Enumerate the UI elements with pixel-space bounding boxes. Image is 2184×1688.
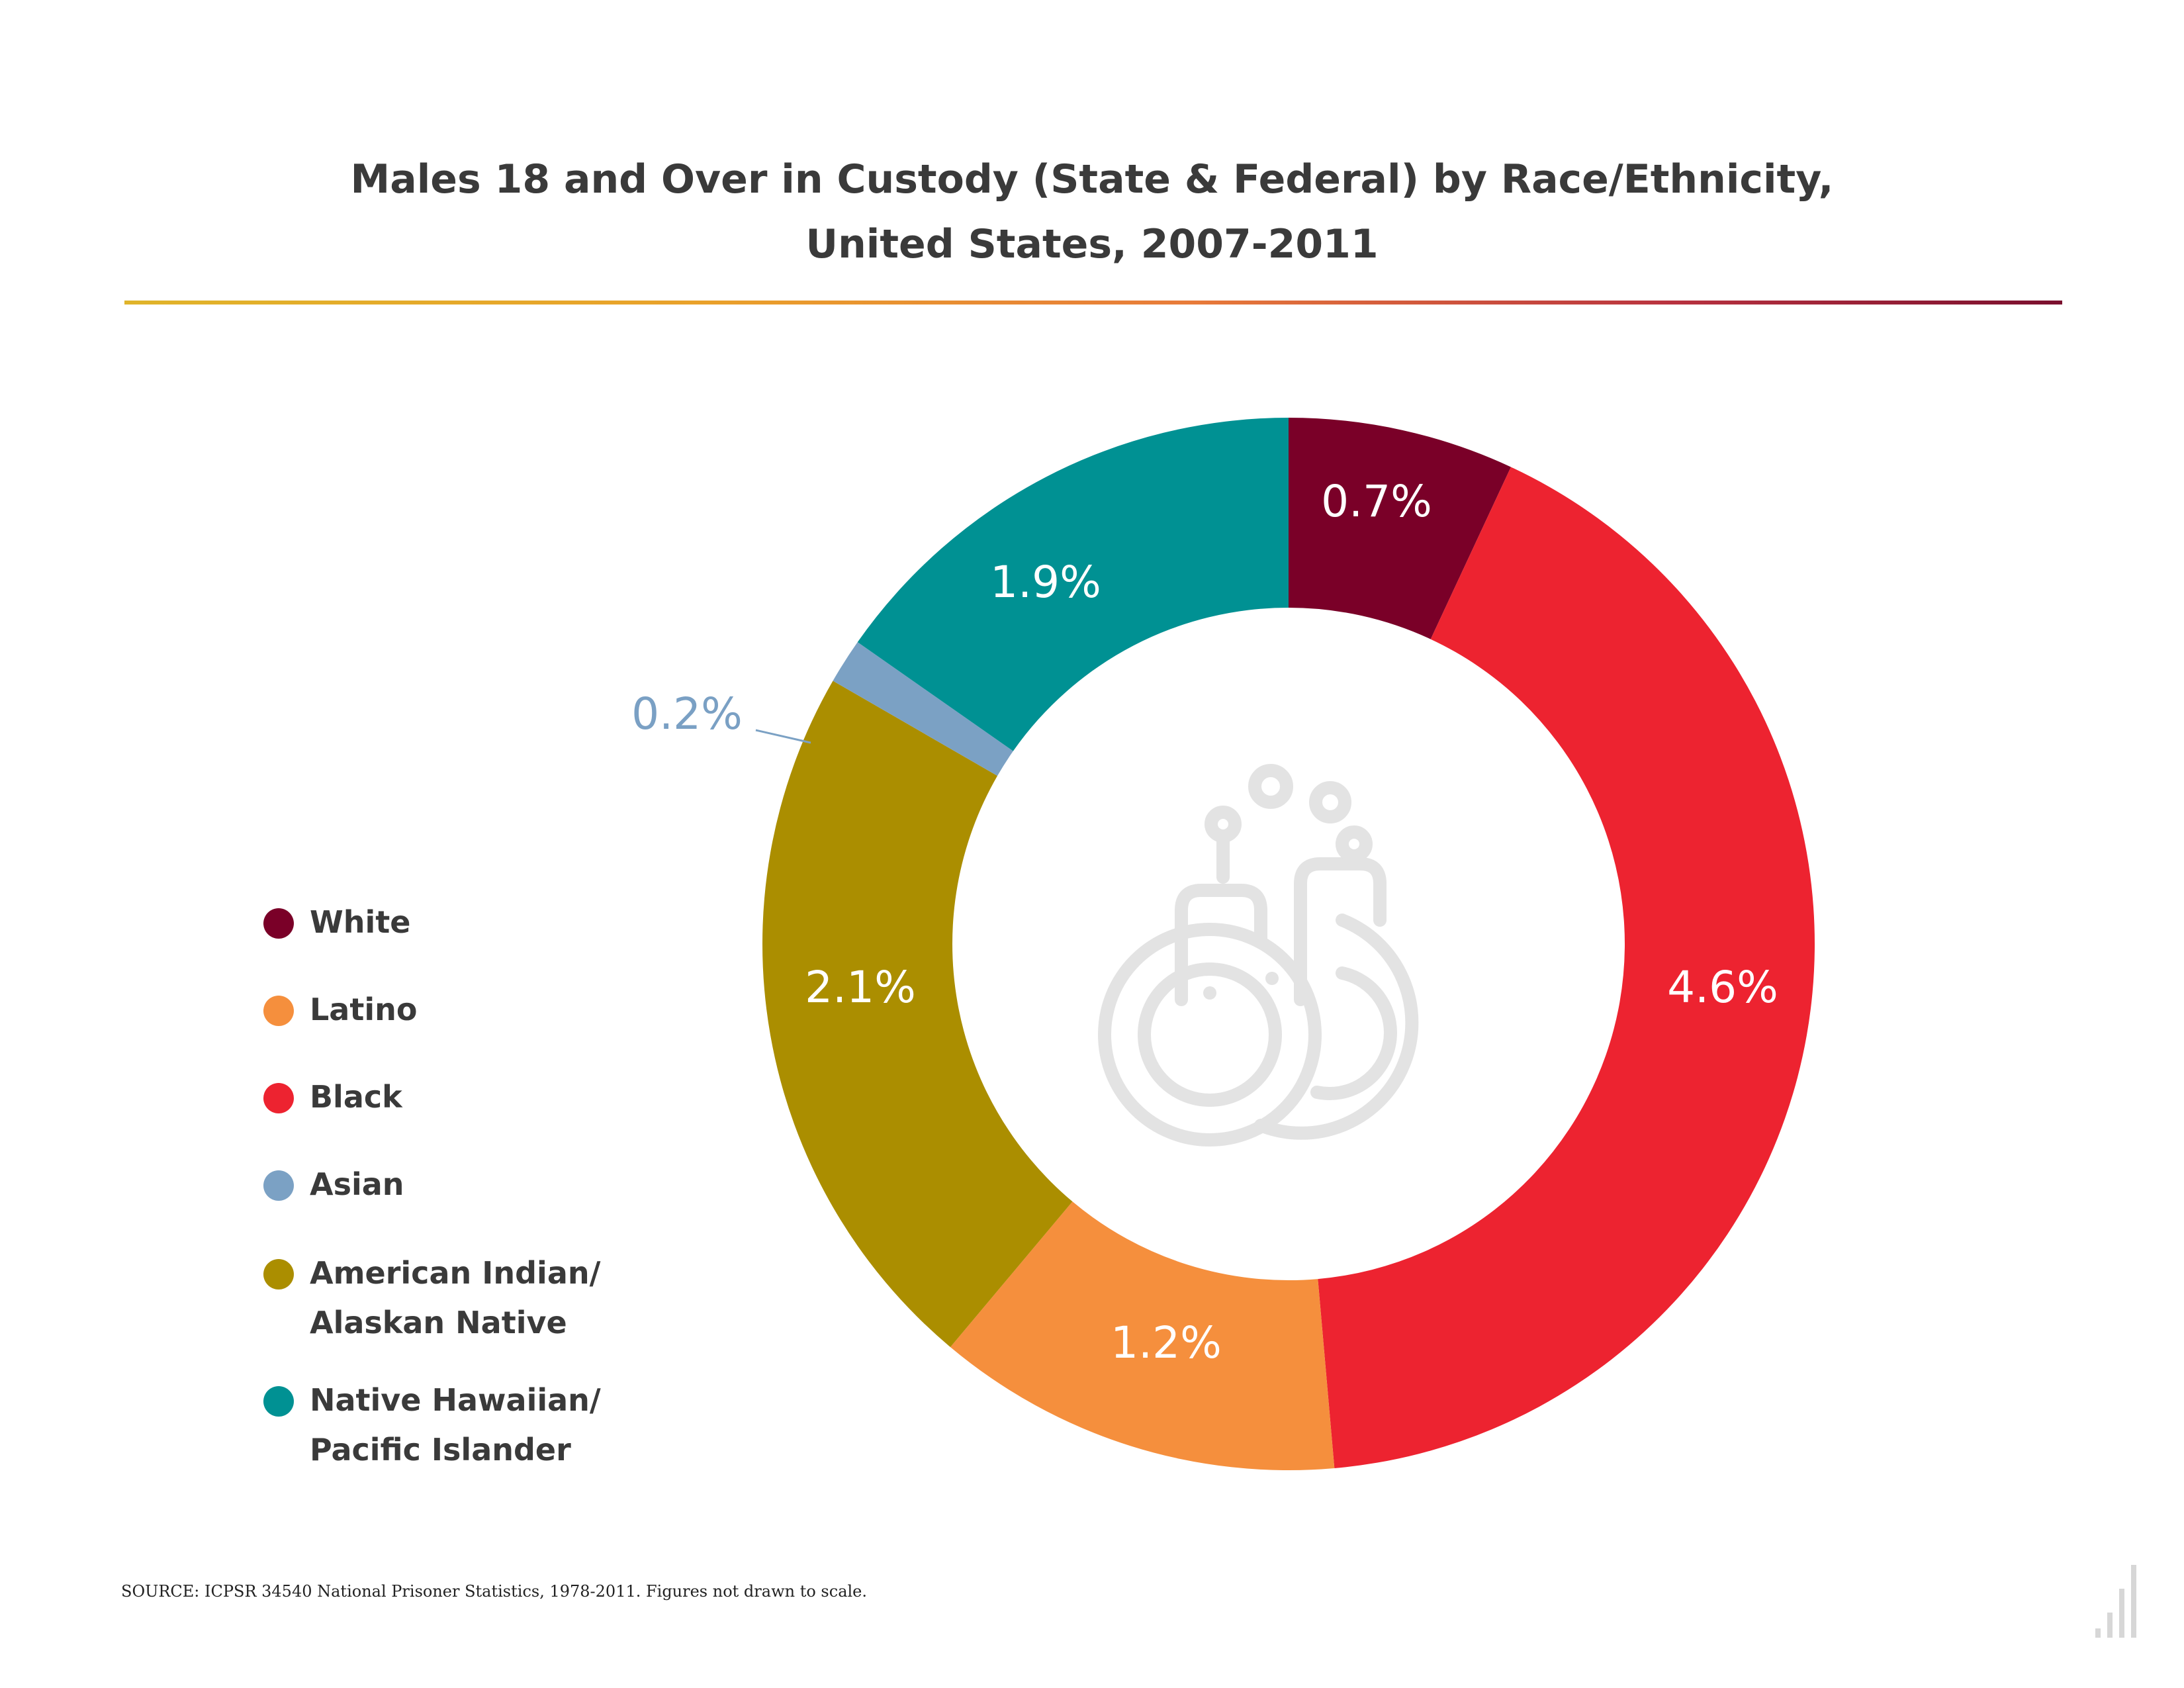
slice-label: 0.7% xyxy=(1321,476,1432,527)
legend-label: Native Hawaiian/Pacific Islander xyxy=(310,1376,601,1475)
legend-label-line: Pacific Islander xyxy=(310,1432,571,1468)
slice-label: 2.1% xyxy=(805,962,916,1013)
slice-label: 4.6% xyxy=(1667,962,1778,1013)
donut-slice-asian xyxy=(833,642,1013,776)
legend-swatch xyxy=(263,908,294,939)
donut-slice-latino xyxy=(950,1201,1335,1470)
source-note: SOURCE: ICPSR 34540 National Prisoner St… xyxy=(121,1582,868,1601)
legend-label-line: Latino xyxy=(310,992,418,1027)
slice-label: 0.2% xyxy=(631,688,743,739)
donut-slice-american-indian-alaskan-native xyxy=(762,680,1073,1348)
logo-bars-icon xyxy=(2095,1565,2136,1638)
donut-slice-white xyxy=(1289,418,1511,639)
chart-title-line-1: Males 18 and Over in Custody (State & Fe… xyxy=(350,156,1834,203)
donut-slices xyxy=(762,418,1815,1470)
legend-label: Asian xyxy=(310,1160,404,1209)
donut-slice-native-hawaiian-pacific-islander xyxy=(857,418,1289,751)
legend-label-line: White xyxy=(310,904,411,940)
title-divider xyxy=(124,301,2062,305)
chart-title-line-2: United States, 2007-2011 xyxy=(805,221,1379,267)
leader-line xyxy=(755,729,811,744)
legend-label: Black xyxy=(310,1072,402,1122)
slice-labels: 0.7% 4.6% 1.2% 2.1% 0.2% 1.9% xyxy=(631,476,1778,1368)
legend-label: Latino xyxy=(310,985,417,1035)
chart-title: Males 18 and Over in Custody (State & Fe… xyxy=(0,147,2184,277)
slice-label: 1.2% xyxy=(1111,1317,1222,1368)
legend-label: White xyxy=(310,898,410,947)
legend-label-line: American Indian/ xyxy=(310,1255,601,1291)
handcuffs-icon xyxy=(1098,764,1419,1147)
legend-swatch xyxy=(263,1170,294,1201)
slice-label: 1.9% xyxy=(990,557,1101,608)
legend-swatch xyxy=(263,1083,294,1113)
donut-slice-black xyxy=(1318,467,1815,1468)
legend-label-line: Alaskan Native xyxy=(310,1305,567,1340)
legend-swatch xyxy=(263,1386,294,1417)
legend-swatch xyxy=(263,1259,294,1289)
legend-label-line: Asian xyxy=(310,1166,404,1202)
legend-swatch xyxy=(263,996,294,1026)
legend-label-line: Black xyxy=(310,1079,402,1115)
legend-label: American Indian/Alaskan Native xyxy=(310,1248,600,1348)
legend-label-line: Native Hawaiian/ xyxy=(310,1382,601,1418)
